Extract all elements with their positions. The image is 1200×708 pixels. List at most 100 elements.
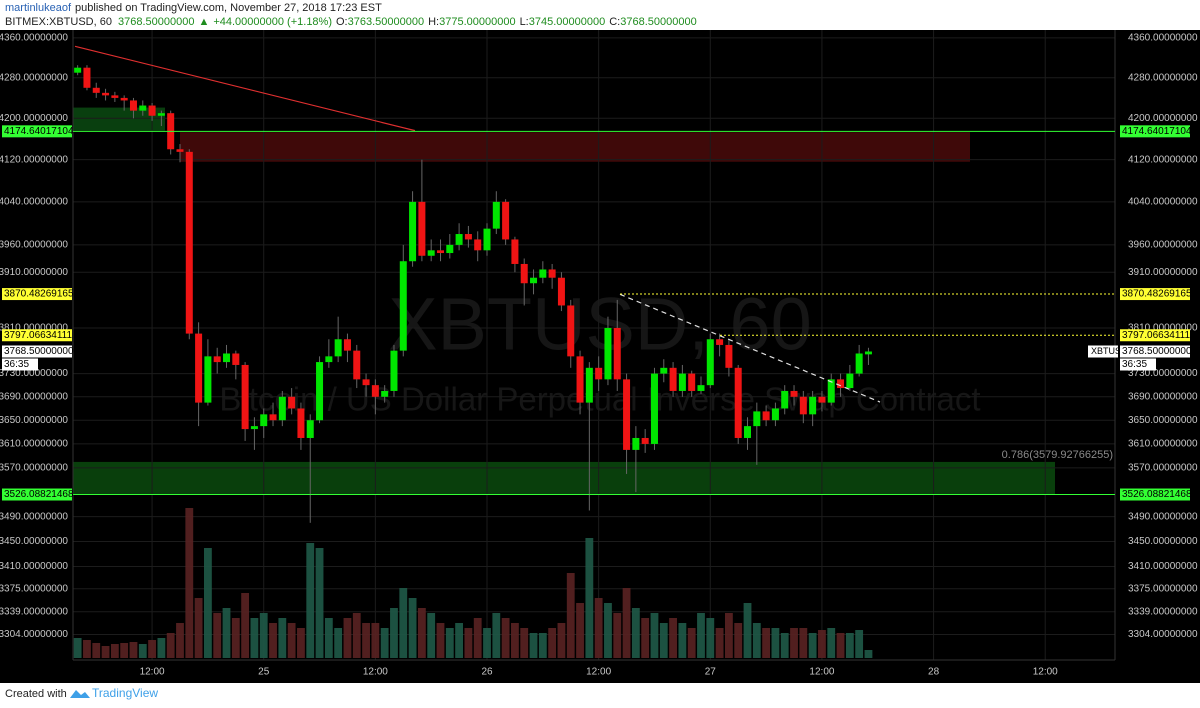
volume-bar: [185, 508, 194, 658]
volume-bar: [827, 628, 836, 658]
watermark: XBTUSD, 60: [388, 283, 812, 366]
symbol: BITMEX:XBTUSD, 60: [5, 16, 112, 28]
candle-body: [483, 228, 491, 251]
candle-body: [753, 411, 761, 427]
candle-body: [781, 390, 789, 409]
countdown-label: 36:35: [4, 359, 29, 370]
candle-body: [706, 339, 714, 386]
symbol-line: BITMEX:XBTUSD, 60 3768.50000000 ▲ +44.00000…: [5, 16, 697, 28]
candle-body: [744, 426, 752, 438]
y-tick-label: 4200.00000000: [1128, 113, 1198, 124]
y-tick-label: 3410.00000000: [1128, 561, 1198, 572]
volume-bar: [352, 613, 361, 658]
volume-bar: [324, 618, 333, 658]
volume-bar: [203, 548, 212, 658]
change: +44.00000000 (+1.18%): [213, 16, 332, 28]
volume-bar: [864, 650, 873, 658]
volume-bar: [557, 623, 566, 658]
volume-bar: [799, 628, 808, 658]
footer-created: Created with: [5, 688, 67, 700]
volume-bar: [678, 623, 687, 658]
candle-body: [269, 414, 277, 421]
y-tick-label: 3304.00000000: [1128, 629, 1198, 640]
candle-body: [846, 373, 854, 389]
candle-body: [474, 239, 482, 251]
candle-body: [688, 373, 696, 391]
candle-body: [669, 367, 677, 391]
x-tick-label: 12:00: [1033, 667, 1058, 678]
countdown-box: [2, 358, 38, 371]
countdown-label: 36:35: [1122, 359, 1147, 370]
published: published on TradingView.com, November 2…: [75, 2, 382, 14]
y-tick-label: 4120.00000000: [0, 154, 68, 165]
candle-body: [297, 408, 305, 438]
x-tick-label: 27: [705, 667, 717, 678]
candle-body: [799, 396, 807, 415]
volume-bar: [576, 603, 584, 658]
ohlc-value: 3775.00000000: [439, 16, 515, 28]
candle-body: [260, 414, 268, 427]
zone: [73, 107, 165, 131]
candle-body: [343, 339, 351, 351]
volume-bar: [659, 623, 668, 658]
volume-bar: [529, 633, 538, 658]
candle-body: [678, 373, 686, 391]
candle-body: [316, 362, 324, 421]
candle-body: [436, 250, 444, 254]
footer-brand: TradingView: [92, 686, 158, 700]
candle-body: [716, 339, 724, 345]
candle-body: [223, 353, 231, 363]
candle-body: [641, 437, 649, 444]
level-label: 3797.06634111: [4, 330, 72, 341]
volume-bar: [483, 628, 491, 658]
volume-bar: [278, 618, 287, 658]
zone: [180, 132, 970, 162]
y-tick-label: 3570.00000000: [0, 463, 68, 474]
candle-body: [148, 105, 156, 116]
volume-bar: [73, 638, 82, 658]
volume-bar: [520, 628, 529, 658]
y-tick-label: 3450.00000000: [0, 536, 68, 547]
volume-bar: [548, 628, 557, 658]
level-label: 3870.48269165: [4, 289, 74, 300]
x-tick-label: 12:00: [140, 667, 165, 678]
volume-bar: [669, 618, 677, 658]
volume-bar: [306, 543, 315, 658]
volume-bar: [101, 646, 110, 658]
level-box: [2, 488, 72, 501]
candle-body: [837, 379, 845, 389]
volume-bar: [92, 643, 101, 658]
volume-bar: [594, 598, 603, 658]
volume-bar: [259, 613, 268, 658]
y-tick-label: 3375.00000000: [1128, 583, 1198, 594]
candle-body: [241, 364, 249, 430]
volume-bar: [585, 538, 594, 658]
ohlc-label: O:: [336, 16, 348, 28]
y-tick-label: 4040.00000000: [0, 196, 68, 207]
candle-body: [204, 356, 212, 403]
watermark-subtitle: Bitcoin / US Dollar Perpetual Inverse Sw…: [219, 381, 980, 418]
candle-body: [362, 379, 370, 386]
y-tick-label: 3730.00000000: [1128, 368, 1198, 379]
volume-bar: [501, 618, 510, 658]
volume-bar: [724, 613, 733, 658]
y-tick-label: 3910.00000000: [1128, 267, 1198, 278]
ohlc-label: C:: [609, 16, 620, 28]
level-box: [1120, 288, 1190, 301]
level-box: [1120, 488, 1190, 501]
candle-body: [390, 350, 398, 391]
volume-bar: [427, 613, 436, 658]
y-tick-label: 3810.00000000: [0, 323, 68, 334]
volume-bar: [157, 638, 166, 658]
ohlc-value: 3745.00000000: [529, 16, 605, 28]
volume-bar: [706, 618, 715, 658]
candle-body: [855, 353, 863, 374]
price-box: [1120, 345, 1190, 358]
volume-bar: [334, 628, 343, 658]
volume-bar: [241, 593, 250, 658]
y-tick-label: 3810.00000000: [1128, 323, 1198, 334]
candle-body: [139, 105, 147, 111]
volume-bar: [138, 644, 147, 658]
